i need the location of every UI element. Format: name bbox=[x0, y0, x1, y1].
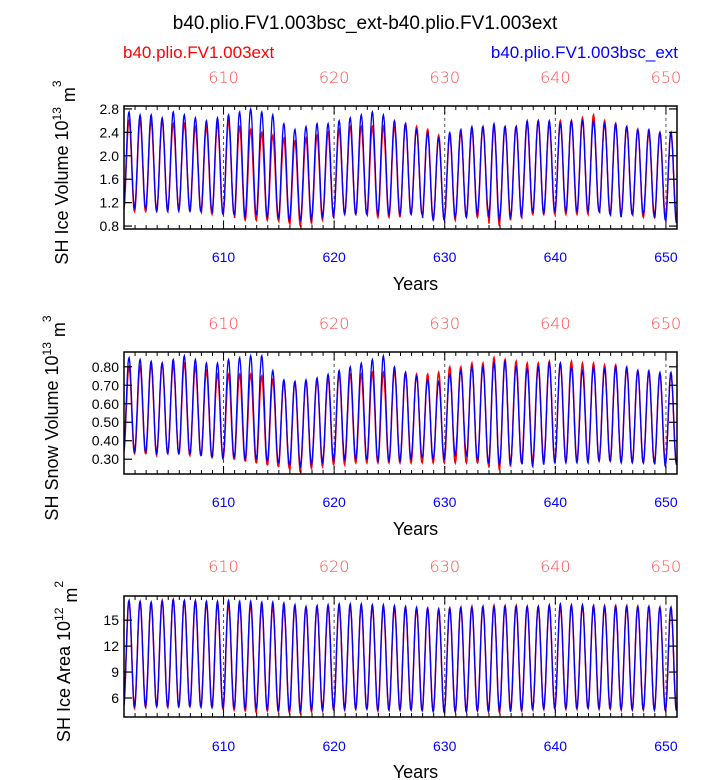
y-axis-title-part: m bbox=[59, 87, 79, 107]
series-line-bsc-ext bbox=[124, 597, 677, 715]
y-axis-title: SH Snow Volume 1013 m3 bbox=[40, 315, 69, 520]
y-axis-title: SH Ice Area 1012 m2 bbox=[52, 581, 81, 742]
x-tick-label: 640 bbox=[544, 738, 568, 754]
x-tick-label: 620 bbox=[322, 249, 346, 265]
x-tick-label: 620 bbox=[322, 738, 346, 754]
legend-label-series-b: b40.plio.FV1.003bsc_ext bbox=[491, 43, 678, 62]
x-tick-label: 650 bbox=[654, 494, 678, 510]
top-x-tick-label: 620 bbox=[319, 557, 350, 576]
y-tick-label: 2.8 bbox=[100, 101, 120, 117]
y-tick-label: 0.8 bbox=[100, 218, 120, 234]
x-tick-label: 610 bbox=[212, 494, 236, 510]
y-axis-title-part: SH Ice Volume 10 bbox=[52, 120, 72, 264]
y-tick-label: 0.60 bbox=[92, 396, 119, 412]
series-line-ext bbox=[124, 597, 677, 717]
y-tick-label: 1.6 bbox=[100, 171, 120, 187]
top-x-tick-label: 630 bbox=[429, 314, 460, 333]
y-tick-label: 2.0 bbox=[100, 148, 120, 164]
x-tick-label: 650 bbox=[654, 738, 678, 754]
y-axis-title-part: 13 bbox=[50, 107, 64, 121]
y-tick-label: 0.30 bbox=[92, 451, 119, 467]
x-tick-label: 640 bbox=[544, 494, 568, 510]
y-axis-title-part: m bbox=[49, 322, 69, 342]
top-x-tick-label: 620 bbox=[319, 68, 350, 87]
figure-title: b40.plio.FV1.003bsc_ext-b40.plio.FV1.003… bbox=[173, 13, 558, 34]
top-x-tick-label: 620 bbox=[319, 314, 350, 333]
legend-label-series-a: b40.plio.FV1.003ext bbox=[123, 43, 274, 62]
top-x-tick-label: 650 bbox=[651, 557, 682, 576]
x-axis-title: Years bbox=[393, 519, 438, 539]
y-axis-title: SH Ice Volume 1013 m3 bbox=[50, 80, 79, 264]
chart-panel-ice-volume: 0.8 1.2 1.6 2.0 2.4 2.8 610 610 620 620 630 630 640 6… bbox=[50, 68, 681, 294]
y-axis-title-part: m bbox=[61, 588, 81, 608]
y-axis-title-part: 13 bbox=[40, 342, 54, 356]
x-tick-label: 650 bbox=[654, 249, 678, 265]
x-tick-label: 630 bbox=[433, 738, 457, 754]
y-tick-label: 0.50 bbox=[92, 414, 119, 430]
y-tick-label: 0.70 bbox=[92, 377, 119, 393]
y-tick-label: 15 bbox=[103, 612, 119, 628]
chart-panel-ice-area: 6 9 12 15 610 610 620 620 630 630 640 640 650 650 Year… bbox=[52, 557, 681, 780]
x-tick-label: 630 bbox=[433, 494, 457, 510]
top-x-tick-label: 610 bbox=[208, 68, 239, 87]
x-axis-title: Years bbox=[393, 762, 438, 780]
y-axis-title-part: SH Snow Volume 10 bbox=[42, 355, 62, 520]
series-line-bsc-ext bbox=[124, 106, 677, 224]
y-tick-label: 1.2 bbox=[100, 195, 120, 211]
top-x-tick-label: 640 bbox=[540, 68, 571, 87]
y-axis-title-part: 3 bbox=[40, 315, 54, 322]
x-tick-label: 610 bbox=[212, 249, 236, 265]
y-tick-label: 0.80 bbox=[92, 359, 119, 375]
top-x-tick-label: 630 bbox=[429, 68, 460, 87]
y-axis-title-part: 12 bbox=[52, 607, 66, 621]
x-tick-label: 640 bbox=[544, 249, 568, 265]
top-x-tick-label: 610 bbox=[208, 557, 239, 576]
x-tick-label: 630 bbox=[433, 249, 457, 265]
y-axis-title-part: SH Ice Area 10 bbox=[54, 621, 74, 742]
y-tick-label: 12 bbox=[103, 638, 119, 654]
chart-panel-snow-volume: 0.30 0.40 0.50 0.60 0.70 0.80 610 610 620 620 630 6… bbox=[40, 314, 681, 539]
y-tick-label: 0.40 bbox=[92, 433, 119, 449]
y-tick-label: 6 bbox=[111, 690, 119, 706]
y-tick-label: 2.4 bbox=[100, 124, 120, 140]
top-x-tick-label: 640 bbox=[540, 314, 571, 333]
x-tick-label: 620 bbox=[322, 494, 346, 510]
top-x-tick-label: 640 bbox=[540, 557, 571, 576]
x-axis-title: Years bbox=[393, 274, 438, 294]
y-axis-title-part: 2 bbox=[52, 581, 66, 588]
x-tick-label: 610 bbox=[212, 738, 236, 754]
y-tick-label: 9 bbox=[111, 664, 119, 680]
top-x-tick-label: 650 bbox=[651, 314, 682, 333]
y-axis-title-part: 3 bbox=[50, 80, 64, 87]
series-line-bsc-ext bbox=[124, 353, 677, 469]
top-x-tick-label: 650 bbox=[651, 68, 682, 87]
top-x-tick-label: 630 bbox=[429, 557, 460, 576]
top-x-tick-label: 610 bbox=[208, 314, 239, 333]
